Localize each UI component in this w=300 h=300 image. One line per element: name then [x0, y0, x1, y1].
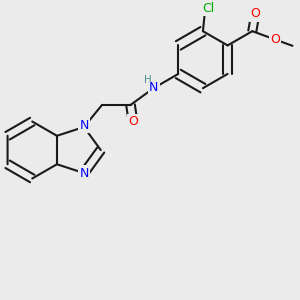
Text: H: H: [144, 75, 152, 85]
Text: O: O: [128, 115, 138, 128]
Text: Cl: Cl: [202, 2, 214, 15]
Text: N: N: [79, 167, 89, 180]
Text: N: N: [149, 81, 158, 94]
Text: O: O: [270, 33, 280, 46]
Text: N: N: [79, 119, 89, 132]
Text: O: O: [250, 7, 260, 20]
